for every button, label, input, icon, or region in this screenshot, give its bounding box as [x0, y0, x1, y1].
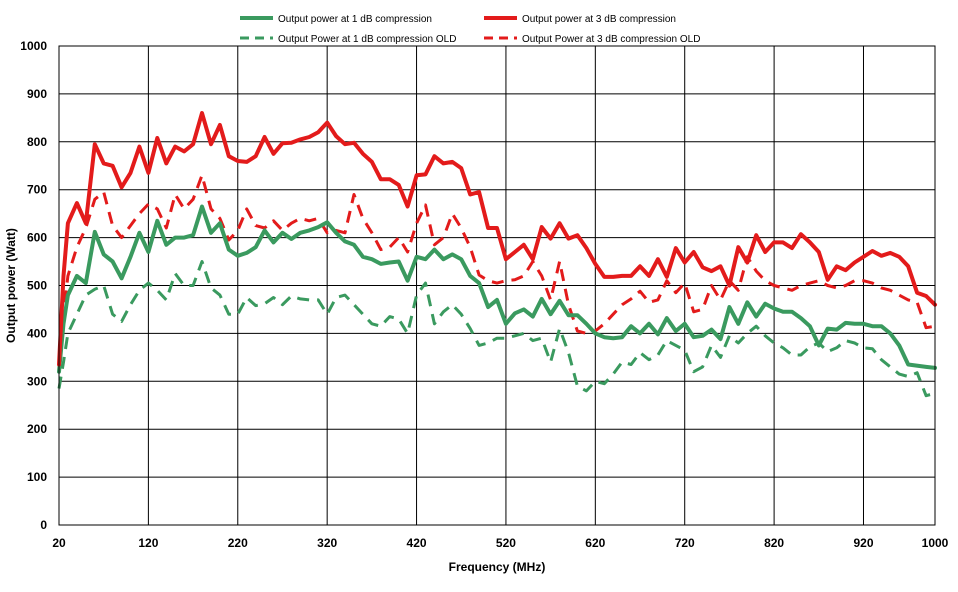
y-tick-label: 300 — [27, 374, 47, 388]
x-tick-label: 620 — [585, 536, 605, 550]
legend-label-4: Output Power at 3 dB compression OLD — [522, 34, 700, 45]
legend-label-3: Output Power at 1 dB compression OLD — [278, 34, 456, 45]
series-line-1 — [57, 204, 937, 374]
y-tick-label: 600 — [27, 231, 47, 245]
y-tick-label: 400 — [27, 326, 47, 340]
series-line-2 — [57, 111, 937, 367]
y-tick-labels: 0 100 200 300 400 500 600 700 800 900 1000 — [20, 39, 47, 532]
x-tick-label: 420 — [407, 536, 427, 550]
y-tick-label: 500 — [27, 279, 47, 293]
y-tick-label: 200 — [27, 422, 47, 436]
legend: Output power at 1 dB compression Output p… — [240, 14, 700, 45]
series-line-3 — [57, 260, 936, 398]
x-tick-label: 120 — [138, 536, 158, 550]
x-tick-label: 320 — [317, 536, 337, 550]
x-tick-label: 220 — [228, 536, 248, 550]
x-tick-label: 20 — [52, 536, 66, 550]
x-axis-title: Frequency (MHz) — [449, 560, 546, 574]
y-tick-label: 1000 — [20, 39, 47, 53]
legend-label-1: Output power at 1 dB compression — [278, 14, 432, 25]
plot-frame — [58, 45, 936, 526]
x-tick-label: 820 — [764, 536, 784, 550]
x-tick-label: 920 — [853, 536, 873, 550]
y-tick-label: 0 — [40, 518, 47, 532]
y-tick-label: 700 — [27, 183, 47, 197]
series-line-4 — [57, 173, 936, 363]
y-tick-label: 900 — [27, 87, 47, 101]
series-layer — [57, 111, 937, 398]
x-tick-label: 1000 — [922, 536, 949, 550]
x-tick-labels: 20 120 220 320 420 520 620 720 820 920 1000 — [52, 536, 948, 550]
y-axis-title: Output power (Watt) — [4, 228, 18, 343]
y-tick-label: 100 — [27, 470, 47, 484]
legend-label-2: Output power at 3 dB compression — [522, 14, 676, 25]
x-tick-label: 720 — [675, 536, 695, 550]
y-tick-label: 800 — [27, 135, 47, 149]
x-tick-label: 520 — [496, 536, 516, 550]
